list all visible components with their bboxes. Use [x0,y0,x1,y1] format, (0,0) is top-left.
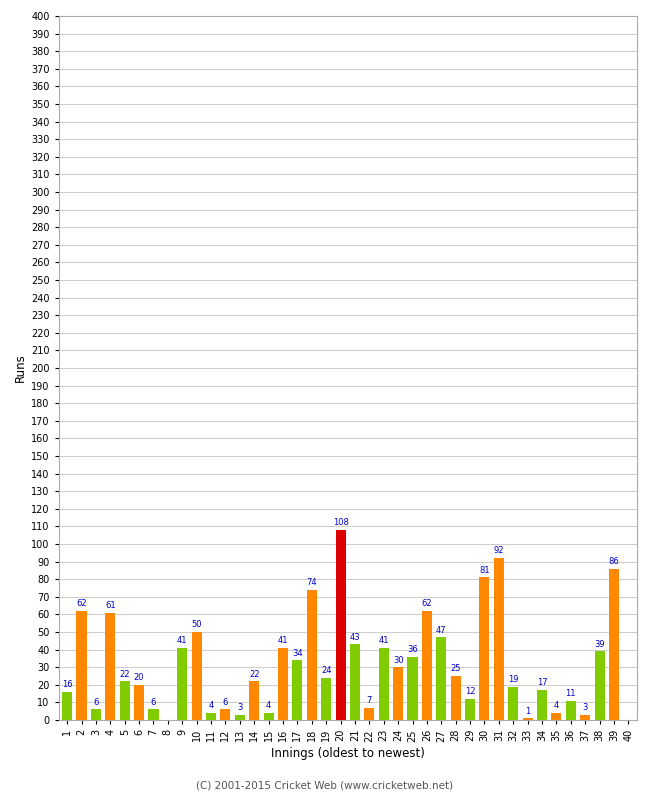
Text: 1: 1 [525,706,530,715]
Text: 6: 6 [223,698,228,707]
Text: 25: 25 [450,664,461,674]
Bar [249,682,259,720]
Bar [537,690,547,720]
Y-axis label: Runs: Runs [14,354,27,382]
Text: 86: 86 [608,557,619,566]
Bar [321,678,332,720]
Text: 22: 22 [120,670,130,678]
Text: 47: 47 [436,626,447,634]
Bar [263,713,274,720]
Bar [393,667,403,720]
Text: 3: 3 [237,703,242,712]
Bar [292,660,302,720]
Text: 4: 4 [554,702,559,710]
Text: 4: 4 [209,702,214,710]
Bar [134,685,144,720]
Bar [551,713,562,720]
Bar [523,718,532,720]
Text: 50: 50 [191,620,202,630]
Text: 41: 41 [378,636,389,645]
Text: 62: 62 [422,599,432,608]
Text: 34: 34 [292,649,303,658]
Text: 108: 108 [333,518,348,527]
Bar [220,710,231,720]
Text: 20: 20 [134,673,144,682]
X-axis label: Innings (oldest to newest): Innings (oldest to newest) [271,747,424,760]
Text: 74: 74 [306,578,317,587]
Bar [77,611,86,720]
Bar [465,699,475,720]
Text: (C) 2001-2015 Cricket Web (www.cricketweb.net): (C) 2001-2015 Cricket Web (www.cricketwe… [196,781,454,790]
Text: 41: 41 [177,636,187,645]
Text: 16: 16 [62,680,72,690]
Text: 62: 62 [76,599,87,608]
Bar [364,708,374,720]
Bar [609,569,619,720]
Text: 36: 36 [407,645,418,654]
Text: 4: 4 [266,702,271,710]
Text: 19: 19 [508,675,519,684]
Text: 6: 6 [151,698,156,707]
Bar [91,710,101,720]
Text: 24: 24 [321,666,332,675]
Bar [450,676,461,720]
Bar [206,713,216,720]
Text: 81: 81 [479,566,489,574]
Bar [422,611,432,720]
Bar [480,578,489,720]
Bar [62,692,72,720]
Text: 43: 43 [350,633,360,642]
Bar [335,530,346,720]
Bar [566,701,576,720]
Bar [278,648,288,720]
Bar [148,710,159,720]
Text: 3: 3 [582,703,588,712]
Bar [192,632,202,720]
Text: 22: 22 [249,670,259,678]
Bar [177,648,187,720]
Bar [580,714,590,720]
Text: 92: 92 [493,546,504,555]
Text: 7: 7 [367,696,372,705]
Text: 39: 39 [594,640,605,649]
Text: 17: 17 [537,678,547,687]
Bar [494,558,504,720]
Text: 11: 11 [566,689,576,698]
Text: 30: 30 [393,655,404,665]
Bar [235,714,245,720]
Bar [105,613,115,720]
Text: 61: 61 [105,601,116,610]
Bar [307,590,317,720]
Bar [408,657,417,720]
Bar [436,638,447,720]
Bar [350,644,360,720]
Bar [120,682,130,720]
Text: 6: 6 [93,698,99,707]
Text: 12: 12 [465,687,475,696]
Bar [508,686,518,720]
Text: 41: 41 [278,636,288,645]
Bar [595,651,604,720]
Bar [379,648,389,720]
